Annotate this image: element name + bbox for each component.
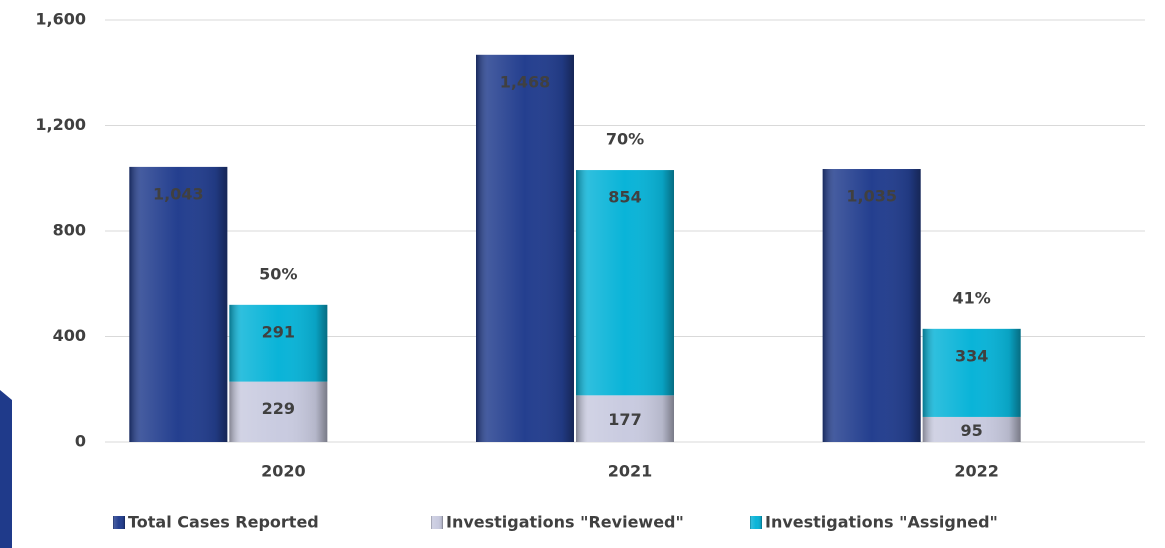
- x-tick-label: 2021: [608, 462, 653, 481]
- legend-swatch-shade: [431, 516, 443, 529]
- bar-shade: [229, 304, 328, 382]
- y-tick-label: 400: [53, 326, 86, 345]
- bar-shade: [922, 416, 1021, 442]
- bar-shade: [229, 381, 328, 442]
- bar-shade: [576, 395, 674, 442]
- legend-swatch-shade: [750, 516, 762, 529]
- data-label: 1,468: [500, 72, 551, 91]
- x-tick-label: 2020: [261, 462, 306, 481]
- annotation: 41%: [953, 288, 991, 307]
- edge-decoration: [0, 390, 12, 548]
- legend-label: Investigations "Reviewed": [446, 513, 684, 532]
- data-label: 291: [262, 322, 295, 341]
- legend-swatch-shade: [113, 516, 125, 529]
- legend-label: Investigations "Assigned": [765, 513, 998, 532]
- data-label: 854: [608, 188, 641, 207]
- data-label: 1,043: [153, 184, 204, 203]
- bar-shade: [922, 328, 1021, 417]
- y-tick-label: 800: [53, 221, 86, 240]
- annotation: 50%: [259, 264, 297, 283]
- bar-shade: [129, 166, 228, 442]
- data-label: 1,035: [846, 187, 897, 206]
- data-label: 334: [955, 346, 988, 365]
- annotation: 70%: [606, 130, 644, 149]
- y-tick-label: 1,600: [35, 10, 86, 29]
- data-label: 95: [961, 421, 983, 440]
- legend-label: Total Cases Reported: [128, 513, 319, 532]
- y-tick-label: 0: [75, 432, 86, 451]
- x-tick-label: 2022: [954, 462, 999, 481]
- data-label: 229: [262, 399, 295, 418]
- data-label: 177: [608, 410, 641, 429]
- bar-shade: [822, 169, 921, 443]
- y-tick-label: 1,200: [35, 115, 86, 134]
- bar-shade: [576, 170, 674, 396]
- bar-shade: [476, 54, 574, 442]
